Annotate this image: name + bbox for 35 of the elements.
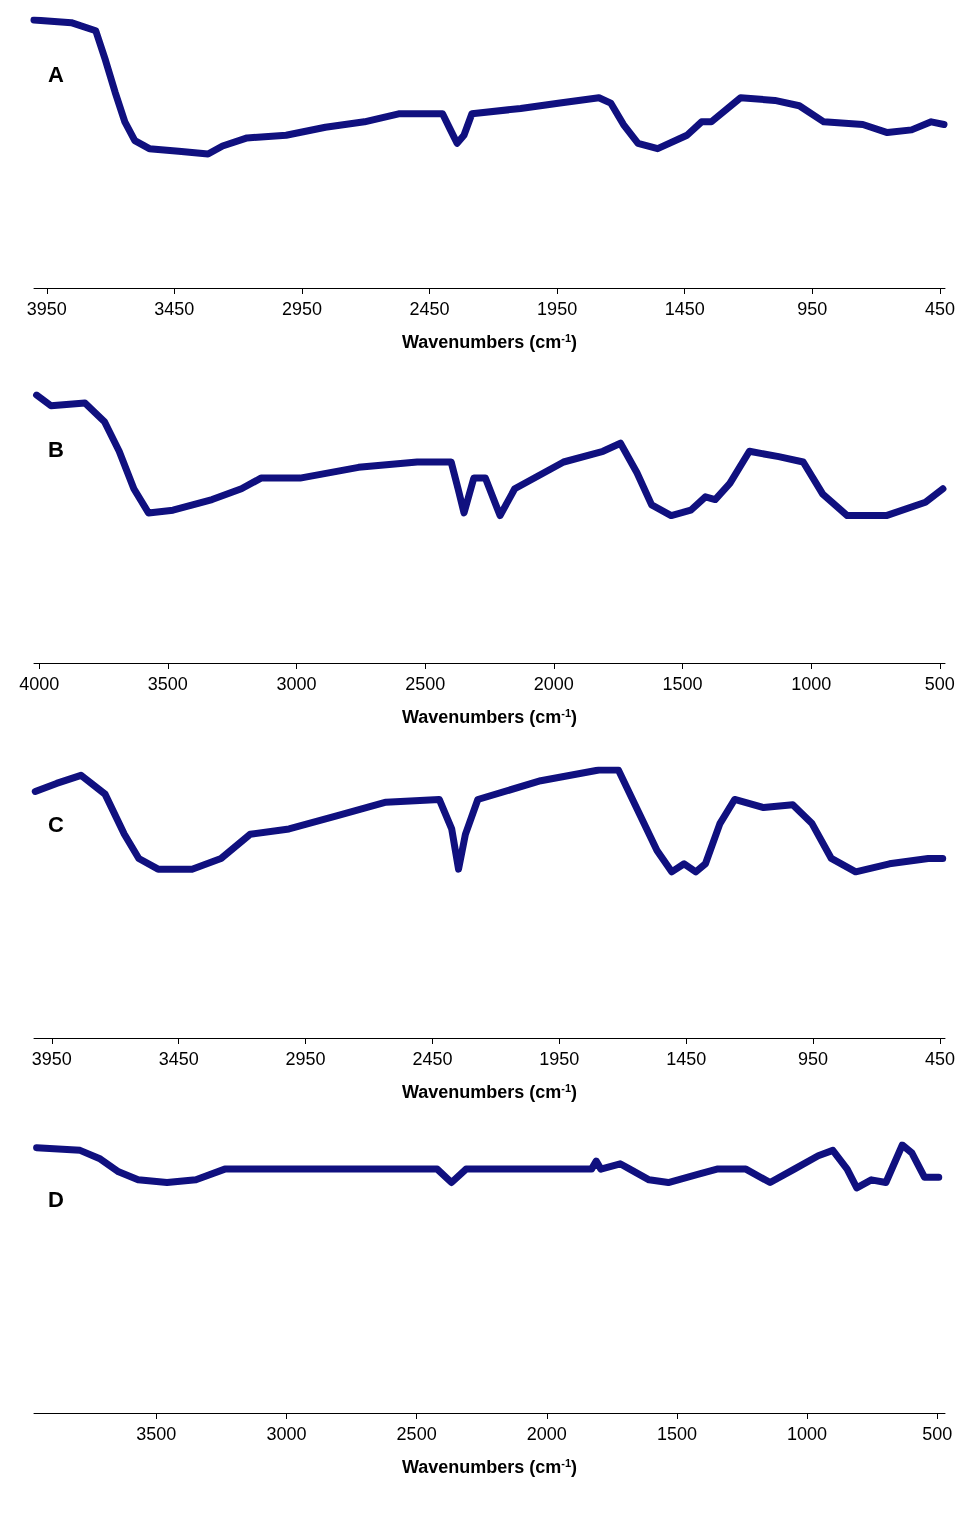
annotation: C xyxy=(48,811,64,837)
x-tick-label: 3500 xyxy=(136,1424,177,1444)
x-tick-label: 950 xyxy=(797,299,828,319)
x-tick-label: 1950 xyxy=(539,1049,580,1069)
x-tick-label: 2450 xyxy=(412,1049,453,1069)
x-tick-label: 4000 xyxy=(19,674,60,694)
x-tick-label: 3000 xyxy=(276,674,317,694)
x-tick-label: 1000 xyxy=(787,1424,828,1444)
x-tick-label: 500 xyxy=(924,674,955,694)
x-tick-label: 450 xyxy=(924,1049,955,1069)
annotation: D xyxy=(48,1186,64,1212)
x-tick-label: 2500 xyxy=(405,674,446,694)
x-tick-label: 3450 xyxy=(158,1049,199,1069)
x-tick-label: 1450 xyxy=(664,299,705,319)
x-tick-label: 1500 xyxy=(662,674,703,694)
x-tick-label: 3950 xyxy=(26,299,67,319)
x-tick-label: 1500 xyxy=(656,1424,697,1444)
x-tick-label: 2000 xyxy=(526,1424,567,1444)
x-tick-label: 950 xyxy=(798,1049,829,1069)
x-tick-label: 1950 xyxy=(537,299,578,319)
x-tick-label: 450 xyxy=(924,299,955,319)
annotation: A xyxy=(48,61,64,87)
x-tick-label: 3000 xyxy=(266,1424,307,1444)
annotation: B xyxy=(48,436,64,462)
x-tick-label: 2950 xyxy=(285,1049,326,1069)
x-tick-label: 500 xyxy=(922,1424,953,1444)
x-tick-label: 2000 xyxy=(533,674,574,694)
x-tick-label: 3500 xyxy=(147,674,188,694)
x-tick-label: 2950 xyxy=(281,299,322,319)
x-tick-label: 1000 xyxy=(791,674,832,694)
x-tick-label: 3950 xyxy=(31,1049,72,1069)
x-tick-label: 3450 xyxy=(154,299,195,319)
x-tick-label: 2450 xyxy=(409,299,450,319)
x-tick-label: 2500 xyxy=(396,1424,437,1444)
x-tick-label: 1450 xyxy=(666,1049,707,1069)
